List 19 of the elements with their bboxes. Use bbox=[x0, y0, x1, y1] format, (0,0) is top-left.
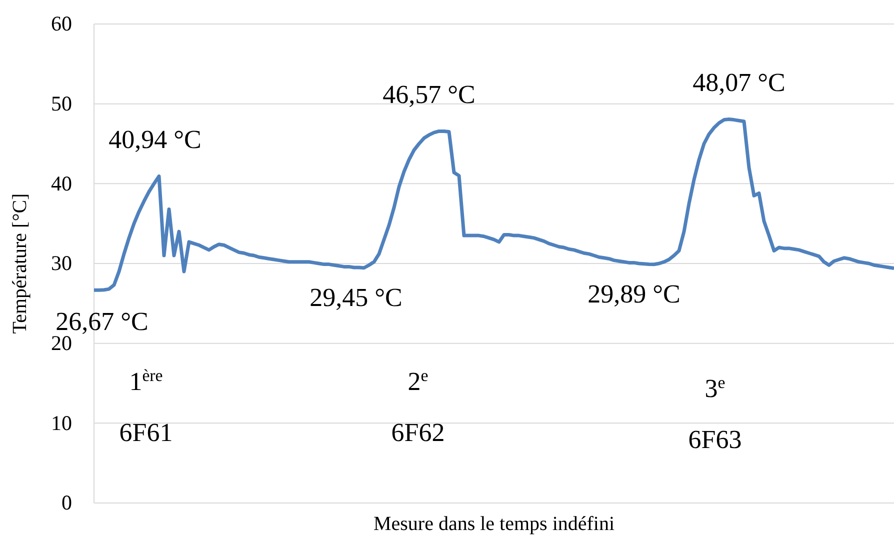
annotation: 46,57 °C bbox=[382, 80, 476, 110]
y-axis-title: Température [°C] bbox=[9, 193, 31, 334]
annotation: 40,94 °C bbox=[108, 125, 202, 154]
x-axis-title: Mesure dans le temps indéfini bbox=[373, 513, 615, 535]
y-tick-label: 10 bbox=[51, 410, 72, 435]
y-tick-label: 0 bbox=[62, 490, 72, 515]
annotation: 3$^{e}$ bbox=[704, 372, 726, 403]
annotation: 6F62 bbox=[391, 418, 445, 447]
annotation: 1$^{ère}$ bbox=[129, 366, 163, 396]
annotation: 2$^{e}$ bbox=[408, 366, 428, 396]
y-tick-label: 50 bbox=[51, 92, 72, 116]
y-tick-label: 60 bbox=[51, 12, 72, 36]
annotation: 29,45 °C bbox=[310, 282, 402, 312]
y-tick-label: 40 bbox=[51, 171, 72, 196]
annotation: 29,89 °C bbox=[588, 279, 680, 308]
annotation: 48,07 °C bbox=[692, 68, 786, 98]
y-tick-label: 30 bbox=[51, 251, 72, 276]
annotation: 6F63 bbox=[688, 425, 742, 454]
annotation: 6F61 bbox=[119, 418, 173, 447]
